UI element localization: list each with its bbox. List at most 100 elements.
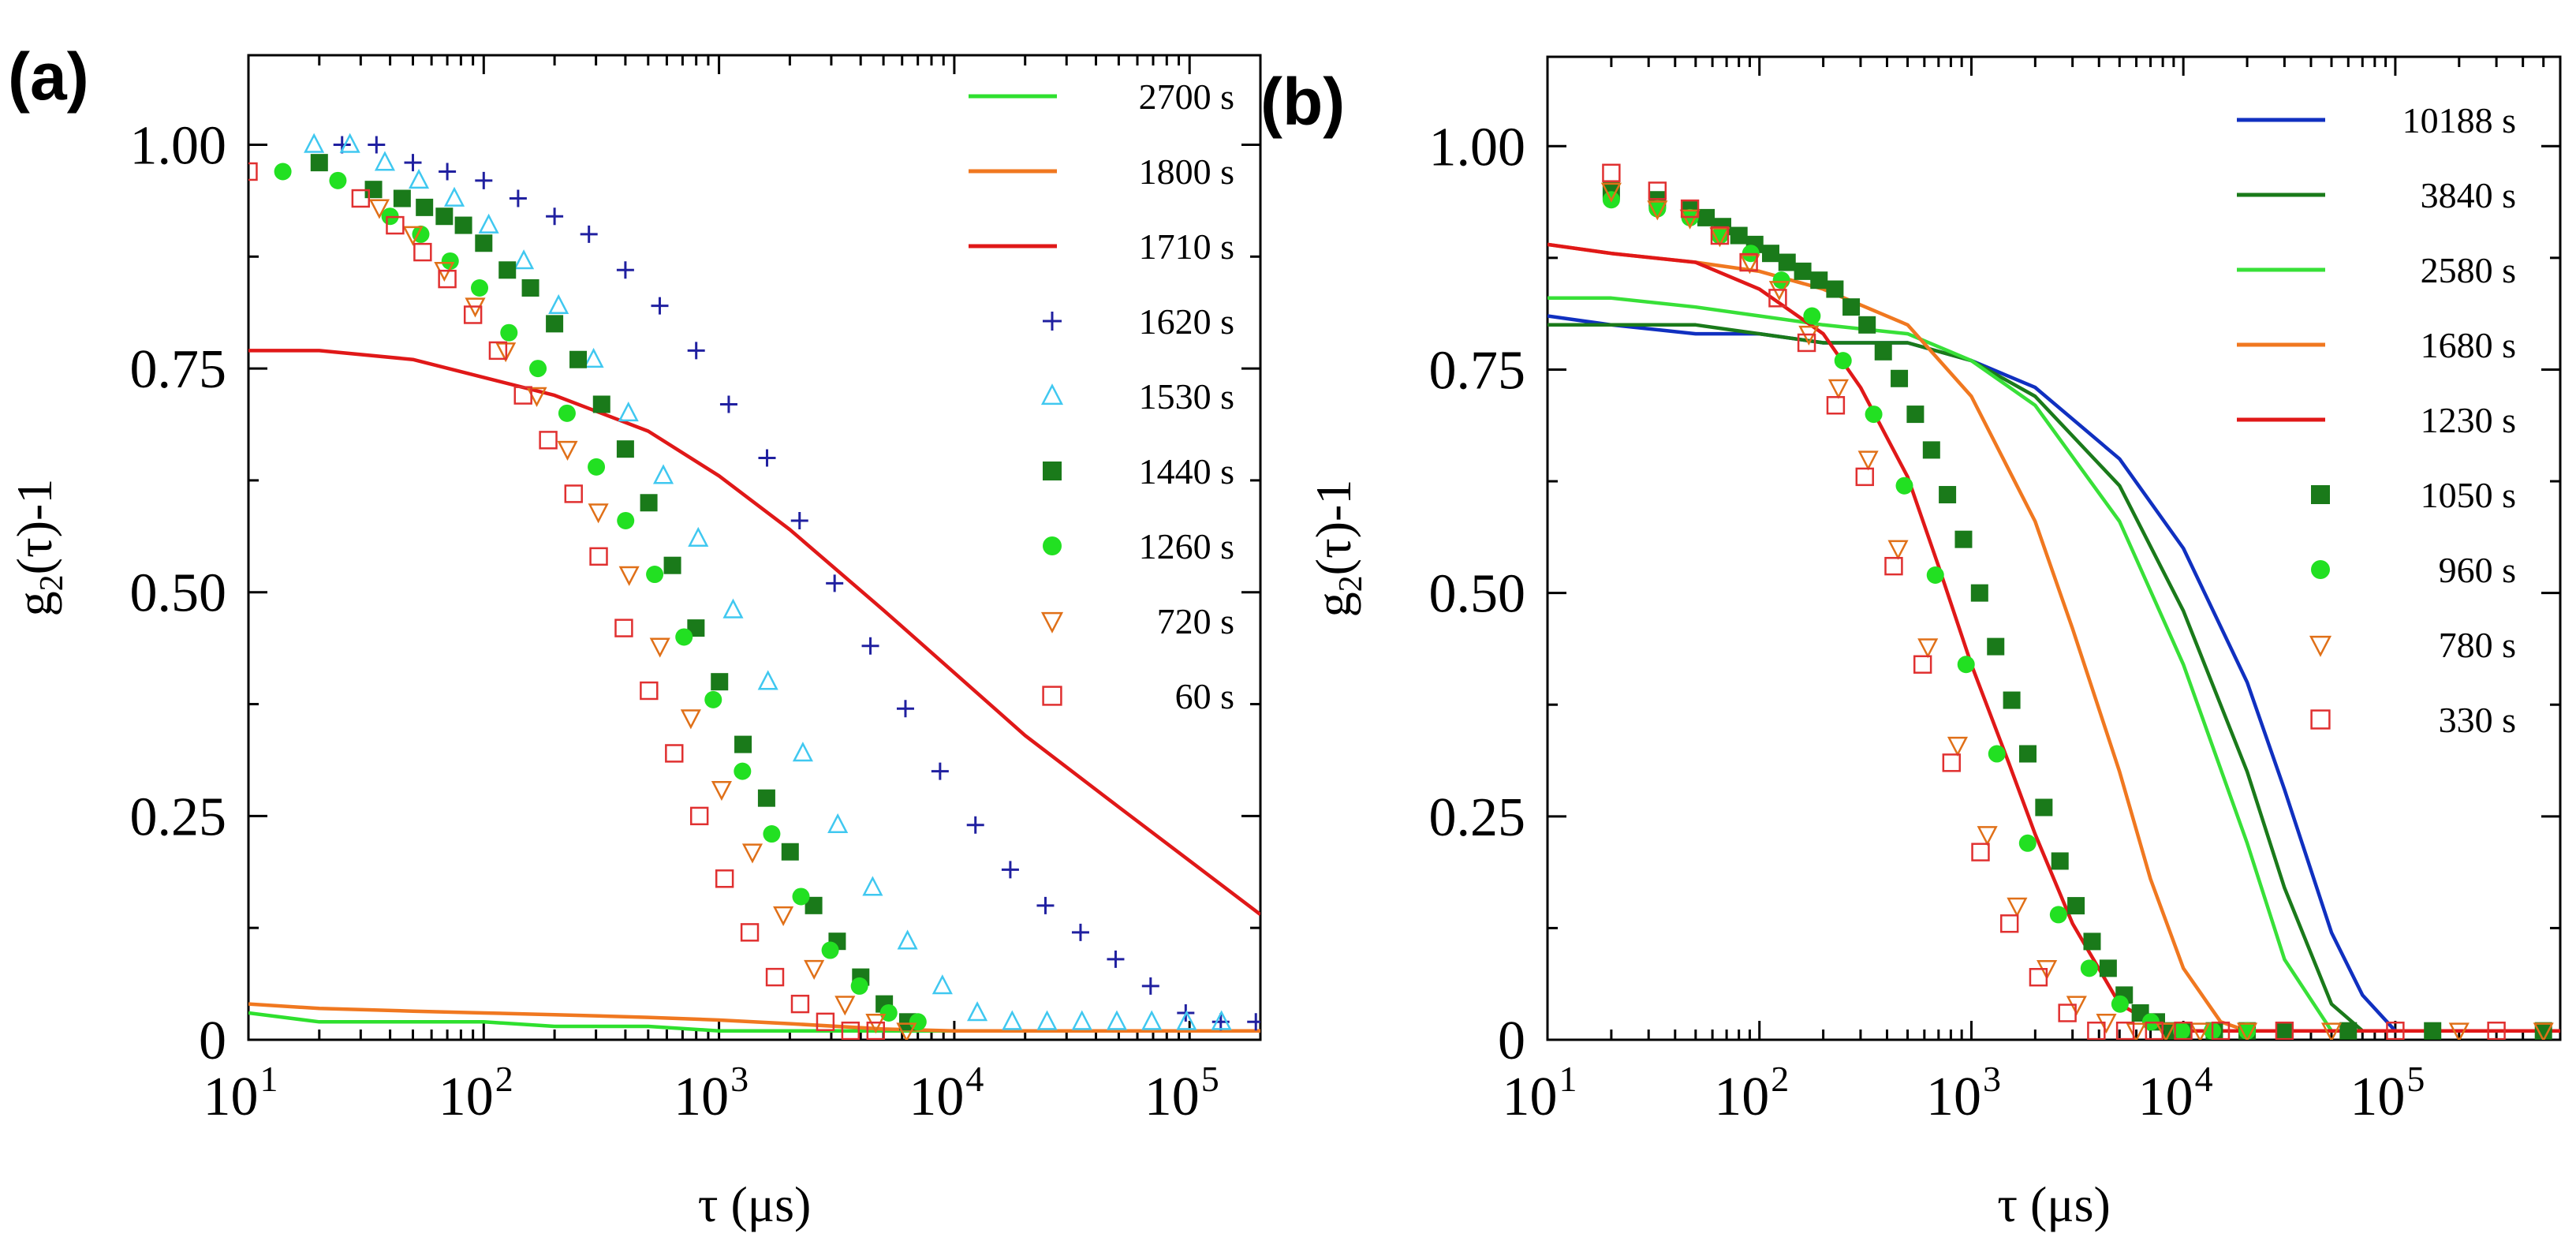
- plus-marker: [931, 762, 949, 780]
- plus-marker: [1071, 923, 1089, 941]
- open-square-marker: [248, 162, 258, 181]
- filled-circle-marker: [734, 762, 752, 780]
- open-square-marker: [2058, 1003, 2077, 1022]
- triangle-up-marker: [967, 1001, 988, 1022]
- filled-square-marker: [546, 315, 564, 333]
- y-tick-label: 0.75: [130, 339, 227, 400]
- filled-square-marker: [592, 395, 610, 413]
- triangle-up-marker: [1040, 383, 1064, 405]
- triangle-down-marker: [649, 637, 670, 658]
- plus-marker: [861, 637, 879, 655]
- triangle-down-marker: [1887, 540, 1909, 560]
- legend-label: 2700 s: [1139, 77, 1234, 117]
- series-line: [1547, 242, 2560, 1033]
- triangle-up-marker: [374, 151, 396, 171]
- open-square-marker: [715, 869, 734, 888]
- triangle-up-marker: [1106, 1010, 1128, 1030]
- plus-marker: [1043, 312, 1062, 331]
- panel-label: (b): [1260, 65, 1345, 139]
- open-square-marker: [816, 1012, 835, 1032]
- filled-circle-marker: [2049, 906, 2067, 924]
- filled-circle-marker: [274, 163, 292, 181]
- triangle-down-marker: [680, 709, 701, 730]
- open-square-marker: [1797, 333, 1816, 353]
- y-axis: 0 0.25 0.50 0.75 1.00 g2(τ)-1: [1305, 117, 2560, 1071]
- legend-item: 1680 s: [2237, 325, 2516, 365]
- y-tick-label: 0: [199, 1011, 226, 1071]
- legend-label: 60 s: [1175, 676, 1234, 716]
- plus-marker: [687, 342, 705, 360]
- filled-square-marker: [416, 198, 434, 216]
- legend-label: 3840 s: [2421, 175, 2516, 215]
- triangle-up-marker: [1211, 1010, 1232, 1030]
- plus-marker: [1141, 977, 1159, 995]
- triangle-up-marker: [1002, 1010, 1023, 1030]
- filled-circle-marker: [909, 1013, 927, 1031]
- legend-item: 2700 s: [969, 77, 1234, 117]
- filled-circle-marker: [1988, 745, 2006, 763]
- triangle-down-marker: [834, 996, 856, 1016]
- triangle-down-marker: [2448, 1022, 2470, 1040]
- plus-marker: [404, 154, 422, 172]
- legend-item: 720 s: [1040, 601, 1234, 641]
- x-tick-label: 102: [1714, 1059, 1789, 1127]
- open-square-marker: [2275, 1021, 2294, 1040]
- open-square-marker: [765, 967, 785, 987]
- filled-circle-marker: [441, 252, 459, 270]
- open-square-marker: [1971, 843, 1990, 861]
- filled-square-marker: [805, 896, 823, 914]
- open-square-marker: [614, 618, 633, 637]
- filled-square-marker: [2003, 691, 2021, 709]
- open-square-marker: [1602, 163, 1621, 182]
- y-tick-label: 1.00: [1429, 117, 1526, 178]
- open-square-marker: [386, 215, 405, 235]
- legend: 2700 s 1800 s 1710 s 1620 s 1530 s 1440 s 1260…: [969, 77, 1234, 716]
- filled-circle-marker: [1926, 566, 1944, 584]
- filled-square-marker: [1842, 298, 1861, 316]
- plus-marker: [651, 297, 669, 315]
- triangle-down-marker: [2237, 1022, 2258, 1040]
- legend-item: 330 s: [2310, 700, 2516, 740]
- filled-circle-marker: [675, 628, 693, 646]
- legend-label: 1230 s: [2421, 400, 2516, 440]
- filled-square-marker: [1954, 530, 1973, 548]
- open-square-marker: [463, 305, 483, 324]
- triangle-down-marker: [1647, 200, 1668, 221]
- open-square-marker: [1680, 199, 1700, 219]
- filled-circle-marker: [2080, 959, 2098, 977]
- filled-circle-marker: [2172, 1022, 2190, 1040]
- open-square-marker: [1913, 655, 1932, 674]
- open-square-marker: [2145, 1021, 2163, 1040]
- filled-square-marker: [1906, 405, 1925, 424]
- open-square-marker: [740, 923, 760, 942]
- triangle-up-marker: [722, 598, 744, 618]
- series-line: [1547, 314, 2560, 1033]
- legend-item: 1230 s: [2237, 400, 2516, 440]
- triangle-up-marker: [652, 464, 674, 484]
- legend-label: 1440 s: [1139, 451, 1234, 491]
- x-tick-label: 104: [2138, 1059, 2213, 1127]
- filled-circle-marker: [500, 323, 518, 342]
- legend-label: 1620 s: [1139, 301, 1234, 342]
- open-square-marker: [1826, 396, 1846, 415]
- triangle-up-marker: [478, 213, 499, 234]
- open-square-marker: [2087, 1021, 2106, 1040]
- series-10188-s: [1547, 314, 2560, 1033]
- triangle-down-marker: [2190, 1022, 2211, 1040]
- filled-circle-marker: [1803, 307, 1821, 325]
- legend-label: 960 s: [2439, 550, 2516, 590]
- open-square-marker: [2386, 1021, 2405, 1040]
- triangle-up-marker: [1176, 1010, 1197, 1030]
- filled-circle-marker: [2018, 834, 2037, 852]
- triangle-down-marker: [402, 226, 424, 246]
- filled-square-marker: [2534, 1022, 2552, 1040]
- triangle-up-marker: [1141, 1010, 1163, 1030]
- y-tick-label: 0.25: [130, 787, 227, 847]
- filled-circle-marker: [617, 511, 635, 529]
- series-1620-s: [333, 136, 1260, 1031]
- filled-square-marker: [663, 556, 681, 574]
- open-square-marker: [2487, 1021, 2506, 1040]
